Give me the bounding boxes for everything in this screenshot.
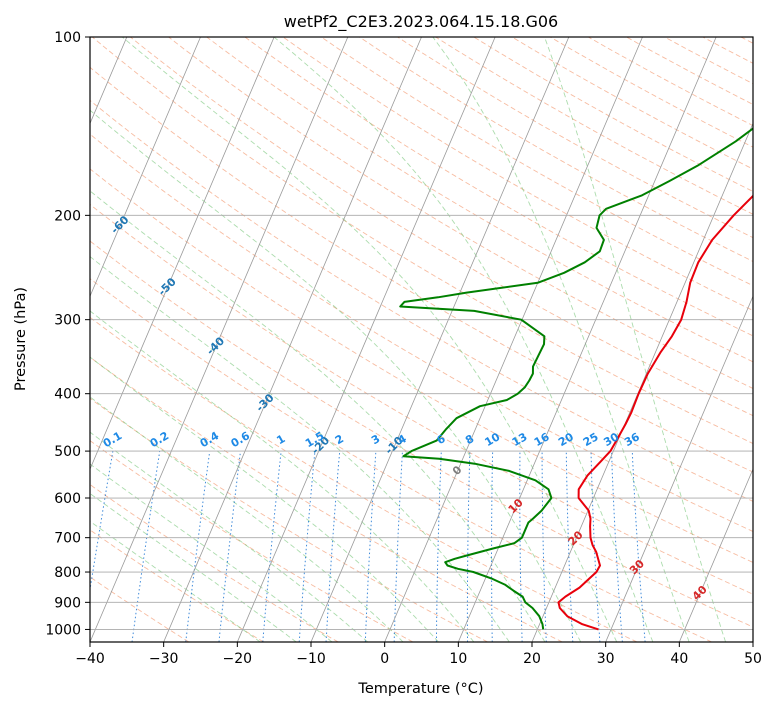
- dry-adiabat: [90, 397, 488, 642]
- x-tick-label: 0: [380, 651, 389, 667]
- moist-adiabat: [90, 463, 333, 642]
- x-tick-label: 10: [449, 651, 467, 667]
- mixing-ratio-line: [631, 451, 646, 642]
- mixing-ratio-line: [262, 451, 282, 642]
- isotherm-line: [90, 37, 201, 298]
- mixing-ratio-line: [185, 451, 211, 642]
- y-tick-label: 900: [54, 595, 81, 611]
- dry-adiabat: [90, 203, 753, 595]
- dry-adiabat: [282, 37, 753, 311]
- dry-adiabat: [90, 99, 753, 502]
- y-tick-label: 300: [54, 313, 81, 329]
- dry-adiabat: [90, 66, 753, 473]
- background-lines: [90, 37, 753, 642]
- y-tick-label: 200: [54, 208, 81, 224]
- y-tick-label: 1000: [45, 622, 81, 638]
- mixing-ratio-line: [298, 451, 316, 642]
- y-tick-label: 500: [54, 444, 81, 460]
- isotherm-line: [310, 37, 570, 642]
- moist-adiabat: [273, 37, 654, 642]
- moist-adiabat: [90, 520, 261, 642]
- x-tick-label: 40: [670, 651, 688, 667]
- dry-adiabat: [244, 37, 753, 337]
- isotherm-line: [531, 122, 753, 642]
- dry-adiabat: [90, 278, 712, 642]
- moist-adiabat: [122, 37, 618, 642]
- isotherm-line: [457, 37, 717, 642]
- mixing-ratio-line: [218, 451, 241, 642]
- temperature-profile-line: [557, 194, 753, 631]
- x-tick-label: −30: [149, 651, 179, 667]
- plot-background: [90, 37, 753, 642]
- dewpoint-profile-line: [399, 127, 753, 630]
- dry-adiabat: [90, 240, 753, 628]
- moist-adiabat: [90, 109, 582, 642]
- moist-adiabat: [90, 190, 546, 642]
- x-tick-label: −20: [223, 651, 253, 667]
- y-tick-label: 700: [54, 531, 81, 547]
- dry-adiabat: [90, 133, 753, 532]
- isotherm-line: [90, 37, 275, 471]
- dry-adiabat: [90, 483, 339, 642]
- dry-adiabat: [90, 168, 753, 563]
- isotherm-line: [605, 295, 753, 642]
- dry-adiabat: [90, 316, 638, 642]
- isotherm-line: [163, 37, 422, 642]
- y-axis-label: Pressure (hPa): [13, 287, 29, 391]
- dry-adiabat: [90, 356, 563, 642]
- moist-adiabat: [90, 396, 404, 642]
- y-tick-label: 100: [54, 30, 81, 46]
- dry-adiabat: [90, 529, 264, 642]
- plot-frame: [89, 36, 754, 643]
- x-tick-label: 50: [744, 651, 762, 667]
- isotherm-line: [90, 37, 349, 642]
- dry-adiabat: [206, 37, 753, 363]
- moist-adiabat: [90, 255, 510, 642]
- x-axis-label: Temperature (°C): [357, 681, 483, 697]
- chart-title: wetPf2_C2E3.2023.064.15.18.G06: [284, 12, 558, 32]
- moist-adiabat: [432, 37, 690, 642]
- isotherm-line: [678, 468, 753, 642]
- isotherm-line: [384, 37, 643, 642]
- isotherm-line: [752, 640, 753, 642]
- moist-adiabat: [544, 37, 727, 642]
- y-tick-label: 600: [54, 491, 81, 507]
- x-tick-label: 30: [597, 651, 615, 667]
- axis-ticks: −40 −30 −20 −10 0 10 20 30 40 50 100 200 300 400 500 60…: [45, 30, 762, 667]
- y-tick-label: 400: [54, 387, 81, 403]
- x-tick-label: −10: [296, 651, 326, 667]
- y-tick-label: 800: [54, 565, 81, 581]
- isotherm-line: [236, 37, 496, 642]
- x-tick-label: 20: [523, 651, 541, 667]
- profile-lines: [399, 127, 753, 631]
- moist-adiabat: [90, 431, 368, 642]
- moist-adiabat: [90, 492, 297, 642]
- x-tick-label: −40: [75, 651, 105, 667]
